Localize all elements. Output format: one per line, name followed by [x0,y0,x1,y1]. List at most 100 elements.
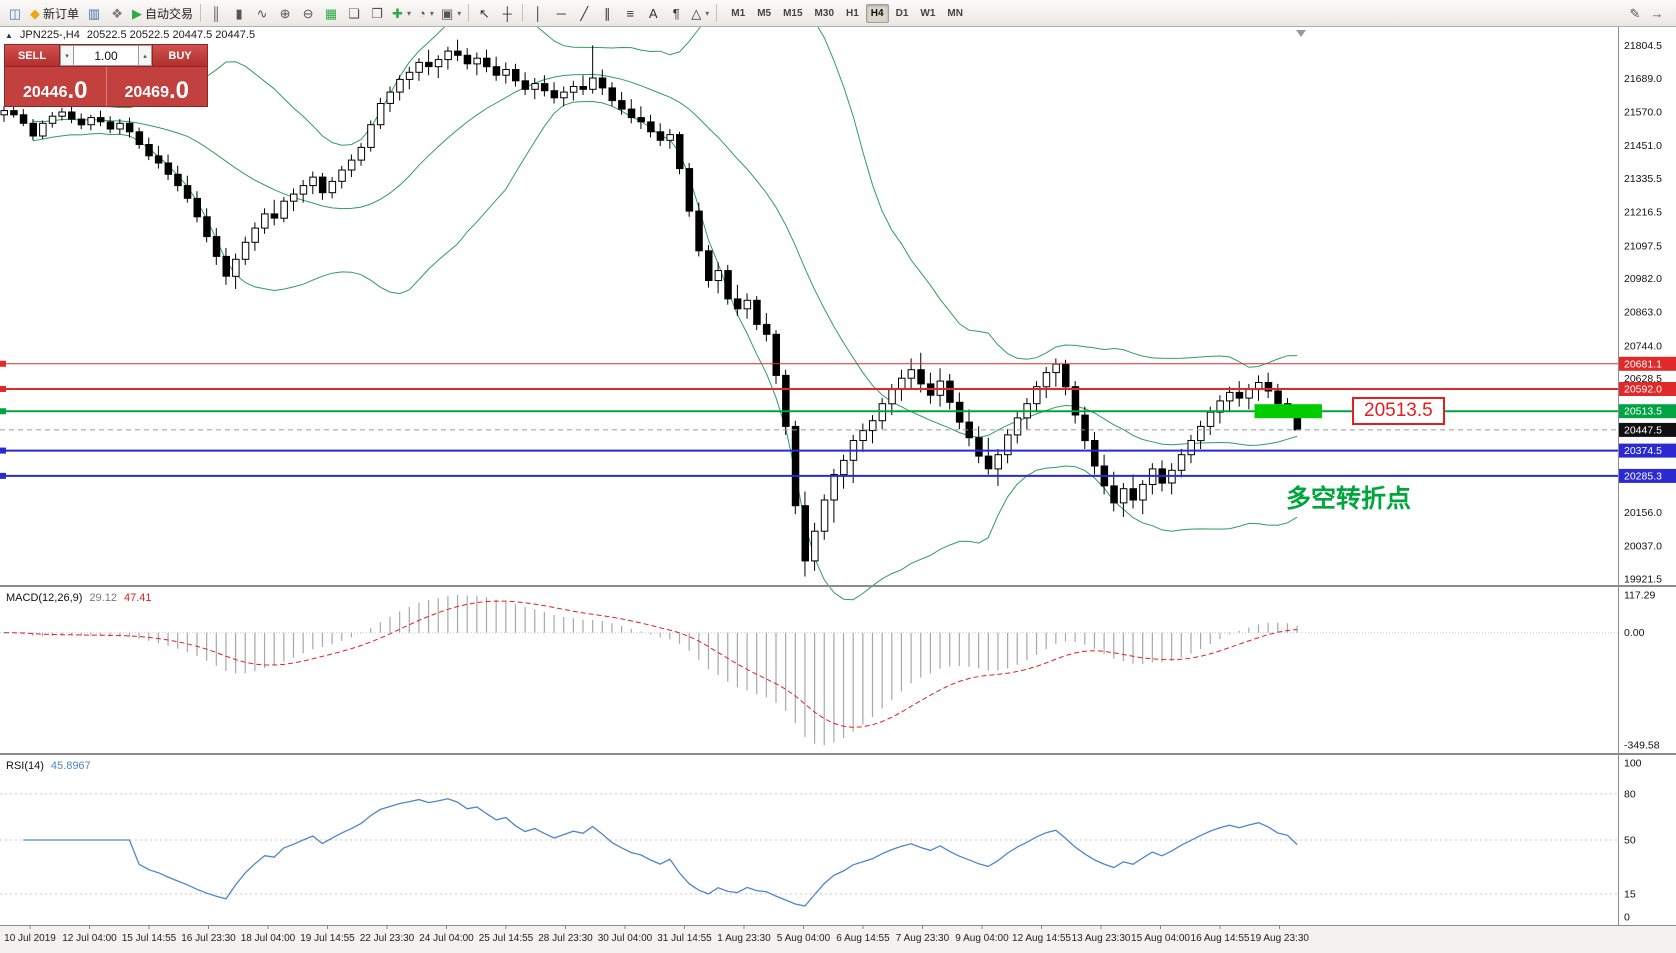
macd-title-text: MACD(12,26,9) [6,592,83,604]
alerts-icon: ❖ [111,5,123,21]
volume-increase-button[interactable]: ▴ [138,45,152,66]
price-axis-label: 21451.0 [1624,140,1662,152]
time-axis-label: 28 Jul 23:30 [538,933,593,944]
macd-main-value: 29.12 [89,592,117,604]
timeframe-d1-button[interactable]: D1 [895,7,909,19]
cursor-icon: ↖ [478,5,490,21]
turning-point-annotation[interactable]: 多空转折点 [1286,485,1412,513]
time-axis-label: 25 Jul 14:55 [479,933,534,944]
price-axis-label: 20863.0 [1624,307,1662,319]
zoom-out-icon[interactable]: ⊖ [297,2,319,24]
price-axis-label: 21335.5 [1624,173,1662,185]
chart-shift-marker [1296,30,1306,37]
trendline-icon[interactable]: ╱ [573,2,595,24]
macd-axis[interactable]: 117.29 0.00 -349.58 [1624,590,1660,752]
ohlc-values: 20522.5 20522.5 20447.5 20447.5 [86,29,256,41]
crosshair-icon[interactable]: ┼ [496,2,518,24]
rsi-axis[interactable]: 100 80 50 15 0 [1624,758,1642,924]
toolbar-separator [200,4,202,22]
tile-windows-icon[interactable]: ▦ [320,2,342,24]
macd-axis-label: 117.29 [1624,590,1655,602]
indicators-icon: ✚ [392,5,403,21]
templates-icon[interactable]: ▣ ▾ [438,2,464,24]
collapse-arrow-icon[interactable]: ▲ [5,30,13,40]
arrange-windows-icon: ❐ [371,5,383,21]
timeframe-m1-button[interactable]: M1 [731,7,746,19]
cascade-windows-icon[interactable]: ❏ [343,2,365,24]
market-watch-icon[interactable]: ▥ [83,2,105,24]
chart-window-icon[interactable]: ◫ [4,2,26,24]
rsi-line [23,798,1298,907]
time-axis-label: 12 Jul 04:00 [62,933,117,944]
zoom-out-icon: ⊖ [302,5,314,21]
new-order-button[interactable]: ◆ 新订单 [27,2,82,24]
timeframe-h1-button[interactable]: H1 [846,7,859,19]
time-axis[interactable]: 10 Jul 2019 12 Jul 04:00 15 Jul 14:55 16 Ju… [4,925,1309,944]
bar-chart-mode-icon[interactable]: ║ [205,2,227,24]
auto-trading-icon: ▶ [132,5,143,21]
zoom-in-icon[interactable]: ⊕ [274,2,296,24]
svg-text:20285.3: 20285.3 [1624,470,1662,482]
auto-trading-button[interactable]: ▶ 自动交易 [129,2,196,24]
timeframe-mn-button[interactable]: MN [947,7,963,19]
line-chart-mode-icon[interactable]: ∿ [251,2,273,24]
edit-icon[interactable]: ✎ [1624,2,1646,24]
buy-price[interactable]: 20469.0 [106,67,207,106]
forward-icon[interactable]: → [1646,2,1668,24]
volume-decrease-button[interactable]: ▾ [60,45,74,66]
timeframe-w1-button[interactable]: W1 [920,7,936,19]
templates-icon: ▣ [440,5,454,21]
bar-chart-mode-icon: ║ [211,5,221,21]
highlight-rectangle[interactable] [1254,404,1323,419]
candlesticks [0,39,1302,577]
macd-axis-label: -349.58 [1624,740,1660,752]
shapes-icon[interactable]: △ ▾ [688,2,712,24]
sell-price[interactable]: 20446.0 [5,67,107,106]
text-icon[interactable]: A [642,2,664,24]
arrange-windows-icon[interactable]: ❐ [366,2,388,24]
price-axis-label: 21570.0 [1624,107,1662,119]
fibonacci-icon[interactable]: ≡ [619,2,641,24]
price-badge-20285.3: 20285.3 [1619,468,1676,483]
timeframe-m30-button[interactable]: M30 [814,7,834,19]
timeframe-m15-button[interactable]: M15 [783,7,803,19]
price-axis-label: 20156.0 [1624,507,1662,519]
price-axis-label: 19921.5 [1624,573,1662,585]
chart-symbol-info: ▲ JPN225-,H4 20522.5 20522.5 20447.5 204… [5,29,255,41]
horizontal-line-icon[interactable]: ─ [550,2,572,24]
timeframe-m5-button[interactable]: M5 [757,7,772,19]
time-axis-label: 12 Aug 14:55 [1012,933,1071,944]
buy-button[interactable]: BUY [152,45,207,66]
time-axis-label: 15 Jul 14:55 [122,933,177,944]
periods-icon[interactable]: ◔ ▾ [415,2,437,24]
rsi-axis-label: 0 [1624,912,1630,924]
time-axis-label: 16 Aug 14:55 [1191,933,1250,944]
time-axis-label: 22 Jul 23:30 [360,933,415,944]
svg-text:20681.1: 20681.1 [1624,358,1662,370]
label-icon[interactable]: ¶ [665,2,687,24]
chevron-down-icon: ▾ [705,8,710,18]
new-order-icon: ◆ [30,5,40,21]
price-axis-label: 20982.0 [1624,273,1662,285]
time-axis-label: 19 Jul 14:55 [300,933,355,944]
cursor-icon[interactable]: ↖ [473,2,495,24]
indicators-icon[interactable]: ✚ ▾ [389,2,414,24]
one-click-trading-panel: SELL ▾ ▴ BUY 20446.0 20469.0 [4,44,208,107]
price-badge-20681.1: 20681.1 [1619,356,1676,371]
channel-icon[interactable]: ∥ [596,2,618,24]
time-axis-label: 19 Aug 23:30 [1250,933,1309,944]
candlestick-mode-icon: ▮ [235,5,243,21]
candlestick-mode-icon[interactable]: ▮ [228,2,250,24]
vertical-line-icon[interactable]: │ [527,2,549,24]
timeframe-h4-button[interactable]: H4 [865,3,889,23]
alerts-icon[interactable]: ❖ [106,2,128,24]
macd-indicator-label: MACD(12,26,9) 29.12 47.41 [6,592,151,604]
volume-input[interactable] [74,45,138,66]
forward-icon: → [1650,5,1664,21]
sell-button[interactable]: SELL [5,45,60,66]
level-price-callout[interactable]: 20513.5 [1352,397,1445,425]
time-axis-label: 1 Aug 23:30 [717,933,771,944]
